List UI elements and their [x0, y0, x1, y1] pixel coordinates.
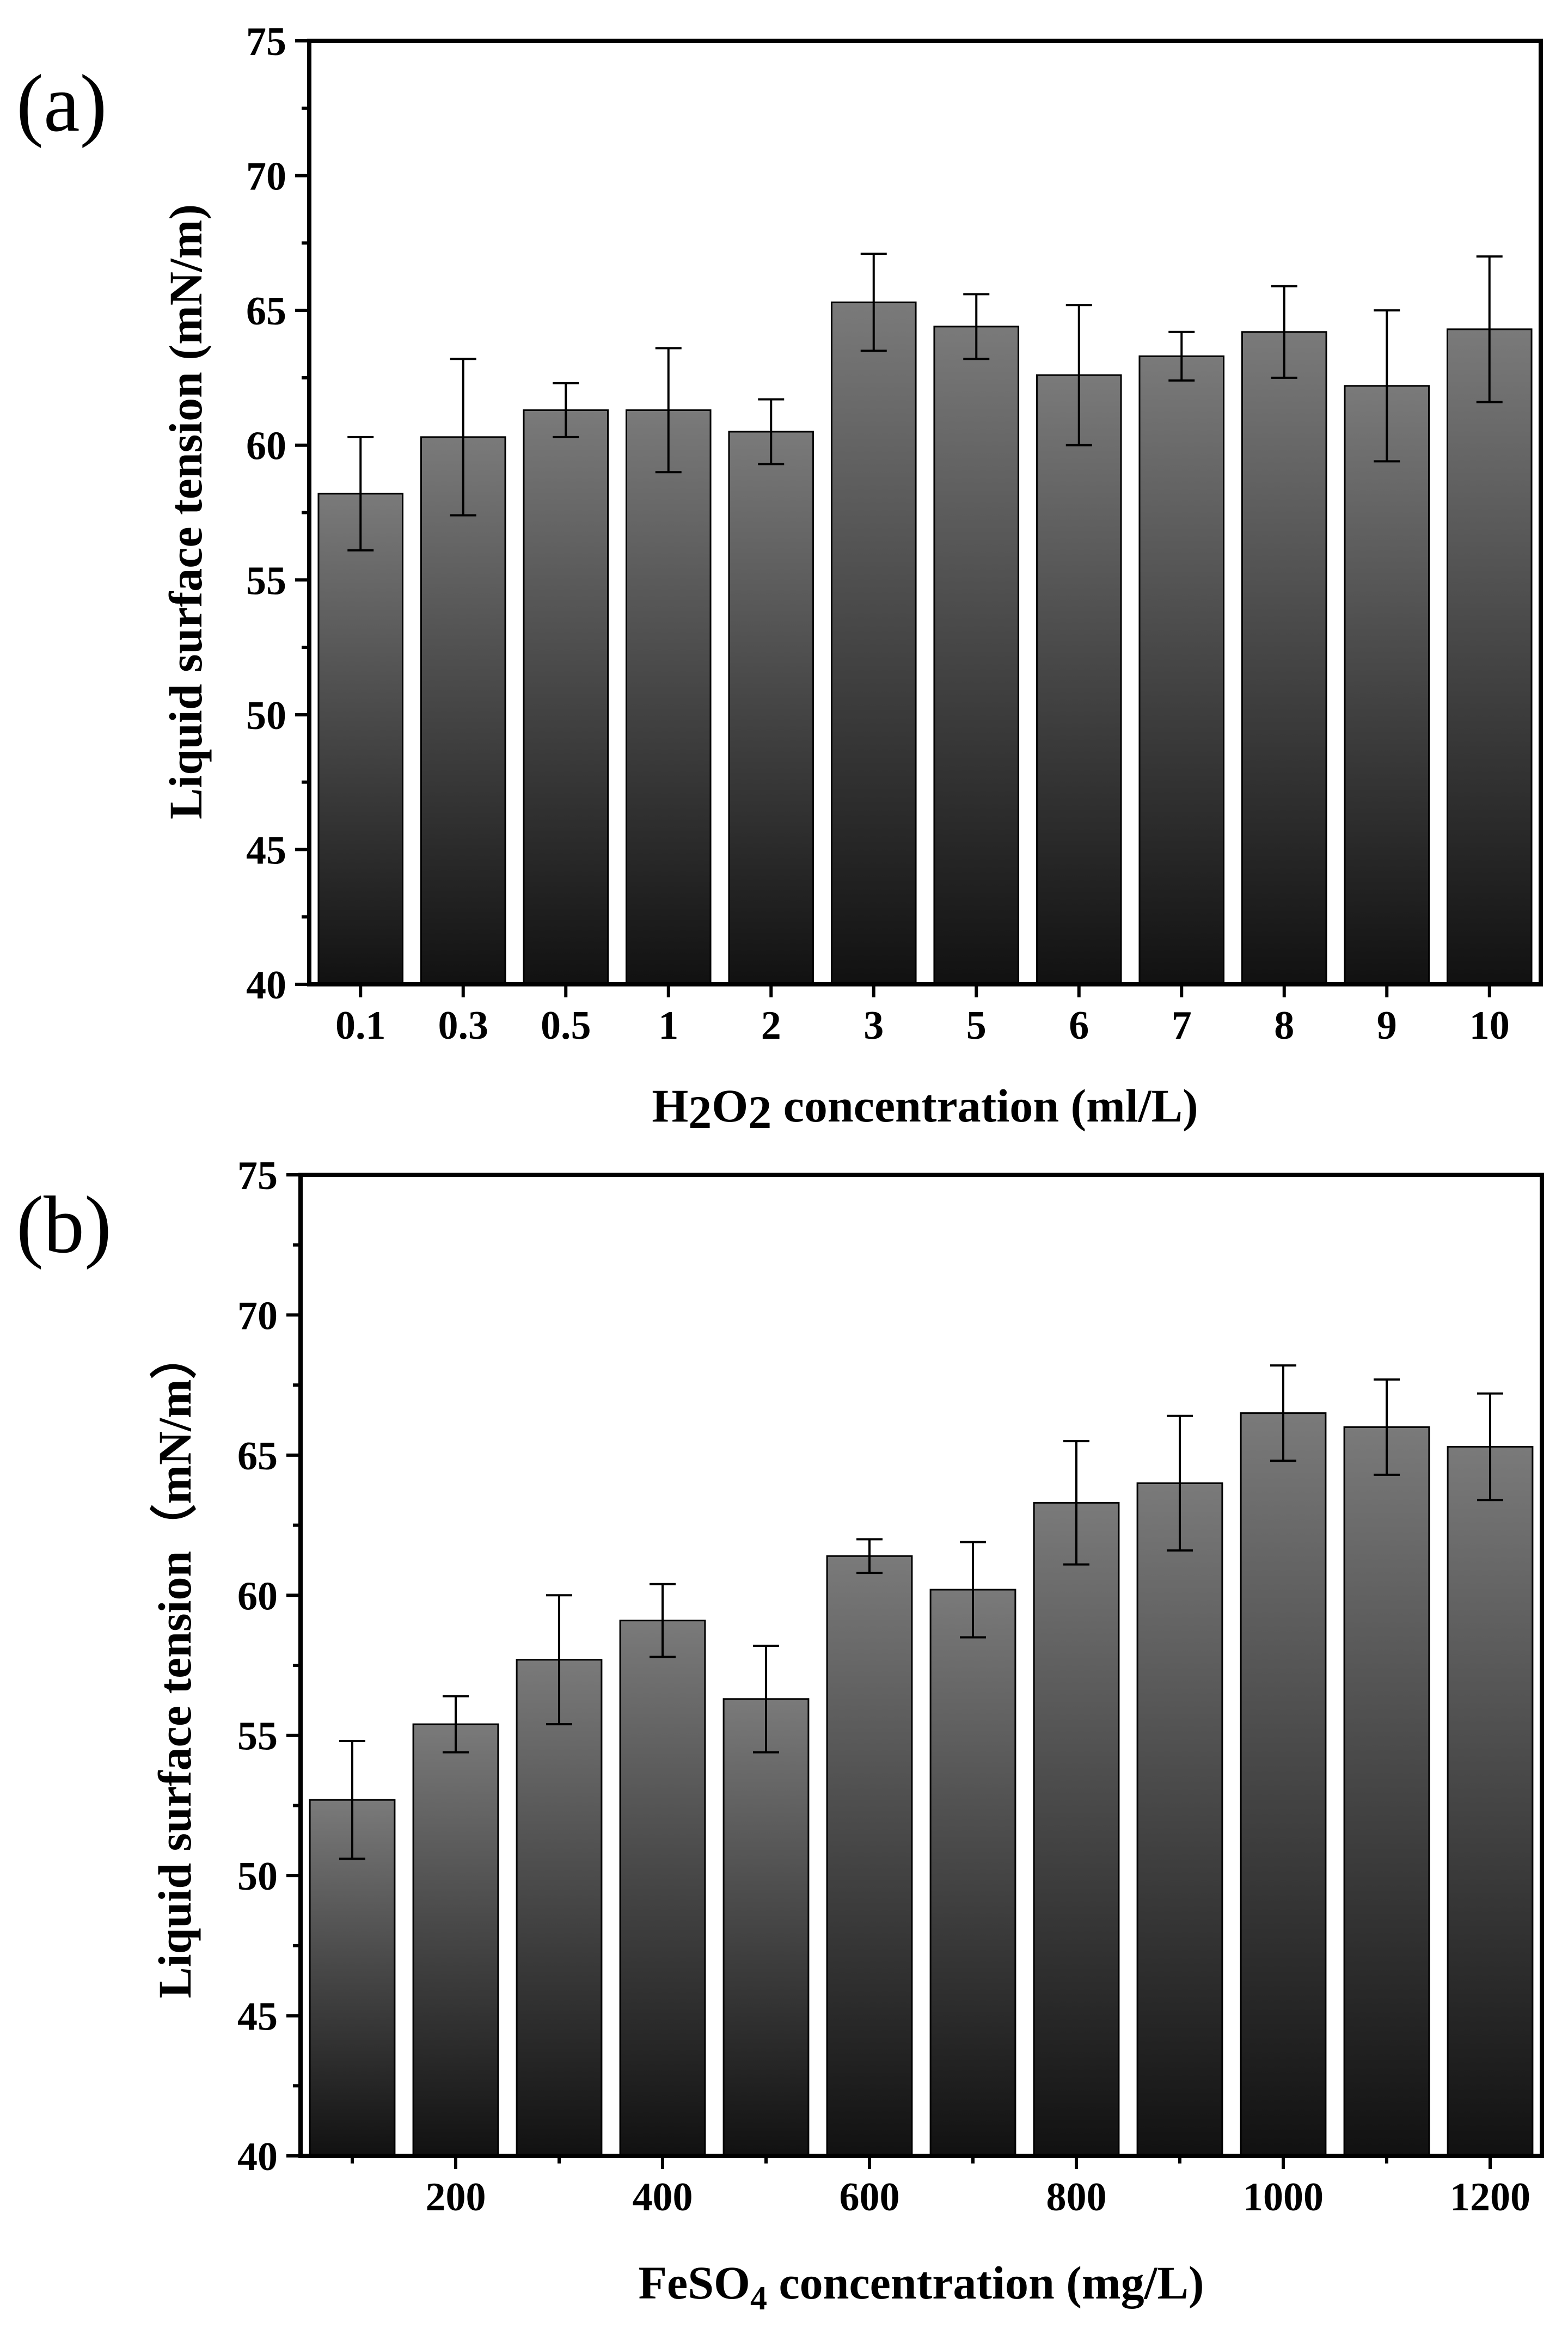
error-bar [1065, 304, 1092, 446]
error-bar [758, 398, 785, 465]
y-tick-label: 45 [237, 1995, 278, 2039]
y-tick-label: 40 [246, 963, 286, 1008]
y-tick-label: 75 [246, 20, 286, 64]
x-tick-label: 5 [966, 1003, 987, 1048]
y-tick-label: 60 [246, 424, 286, 469]
error-bar [1168, 330, 1195, 382]
x-tick-label: 0.5 [541, 1003, 591, 1048]
bar [1033, 1501, 1120, 2157]
error-bar [1271, 285, 1297, 379]
bar [1138, 355, 1225, 985]
x-tick-label: 0.1 [335, 1003, 386, 1048]
bar [826, 1555, 913, 2157]
x-tick-label: 0.3 [438, 1003, 489, 1048]
x-tick-label: 6 [1069, 1003, 1089, 1048]
error-bar [860, 253, 887, 352]
y-tick-label: 50 [237, 1854, 278, 1899]
y-tick-label: 50 [246, 694, 286, 738]
error-bar [655, 347, 682, 474]
bar [317, 493, 404, 985]
bar [619, 1620, 706, 2157]
bar [728, 431, 814, 985]
bar [933, 326, 1020, 985]
bar [412, 1723, 499, 2157]
chart-panel-a: (a) 40 45 50 55 60 65 70 75 0.1 0.3 0.5 1 2 3 5 6 7 8 9 10… [16, 20, 1543, 1138]
error-bar [546, 1594, 572, 1726]
y-tick-label: 40 [237, 2135, 278, 2179]
error-bar [347, 436, 374, 551]
bar [420, 436, 506, 985]
y-tick-label: 55 [246, 559, 286, 603]
x-tick-label: 1 [658, 1003, 678, 1048]
x-tick-label: 400 [633, 2175, 693, 2220]
bar [830, 301, 917, 985]
y-tick-label: 55 [237, 1714, 278, 1759]
y-axis-title: Liquid surface tension（mN/m） [149, 1332, 201, 1998]
x-tick-label: 10 [1469, 1003, 1510, 1048]
error-bar [443, 1695, 469, 1754]
x-tick-label: 3 [863, 1003, 884, 1048]
y-tick-label: 70 [237, 1294, 278, 1338]
error-bar [856, 1538, 883, 1574]
bar [1447, 1445, 1534, 2157]
bar [1036, 374, 1122, 985]
bar [1136, 1482, 1223, 2157]
bar [722, 1698, 810, 2157]
error-bar [753, 1644, 779, 1754]
y-tick-label: 65 [246, 289, 286, 334]
error-bar [339, 1740, 365, 1860]
x-tick-label: 600 [840, 2175, 900, 2220]
chart-panel-b: (b) 40 45 50 55 60 65 70 75 200 400 600 800 1000 120… [16, 1154, 1544, 2317]
bar [523, 409, 609, 985]
y-axis-title: Liquid surface tension (mN/m) [160, 204, 212, 819]
y-tick-label: 70 [246, 155, 286, 199]
x-tick-label: 1000 [1243, 2175, 1324, 2220]
x-tick-label: 8 [1274, 1003, 1294, 1048]
x-axis-title: H2O2 concentration (ml/L) [652, 1080, 1198, 1138]
x-tick-label: 7 [1172, 1003, 1192, 1048]
x-tick-label: 2 [761, 1003, 781, 1048]
y-tick-label: 65 [237, 1434, 278, 1479]
y-tick-label: 60 [237, 1574, 278, 1619]
bar [1240, 1412, 1327, 2157]
bar [625, 409, 712, 985]
panel-label: (a) [16, 58, 107, 149]
x-tick-label: 9 [1377, 1003, 1397, 1048]
bar [1446, 328, 1533, 985]
error-bar [963, 293, 990, 360]
bar [516, 1659, 603, 2157]
y-tick-label: 45 [246, 828, 286, 873]
x-tick-label: 1200 [1450, 2175, 1530, 2220]
error-bar [1476, 255, 1503, 403]
x-axis-title: FeSO4 concentration (mg/L) [639, 2257, 1204, 2317]
error-bar [1477, 1392, 1503, 1501]
error-bar [1063, 1440, 1089, 1566]
x-tick-label: 800 [1046, 2175, 1107, 2220]
error-bar [1270, 1364, 1296, 1462]
bar [1241, 331, 1327, 985]
bar [1343, 1426, 1430, 2157]
bar [1344, 385, 1430, 985]
bar [929, 1589, 1016, 2157]
y-tick-label: 75 [237, 1154, 278, 1198]
panel-label: (b) [16, 1180, 112, 1270]
error-bar [553, 382, 579, 438]
error-bar [1374, 309, 1400, 463]
error-bar [650, 1583, 676, 1658]
error-bar [1167, 1414, 1193, 1552]
error-bar [960, 1541, 986, 1639]
error-bar [450, 358, 476, 517]
x-tick-label: 200 [426, 2175, 486, 2220]
error-bar [1374, 1378, 1400, 1476]
